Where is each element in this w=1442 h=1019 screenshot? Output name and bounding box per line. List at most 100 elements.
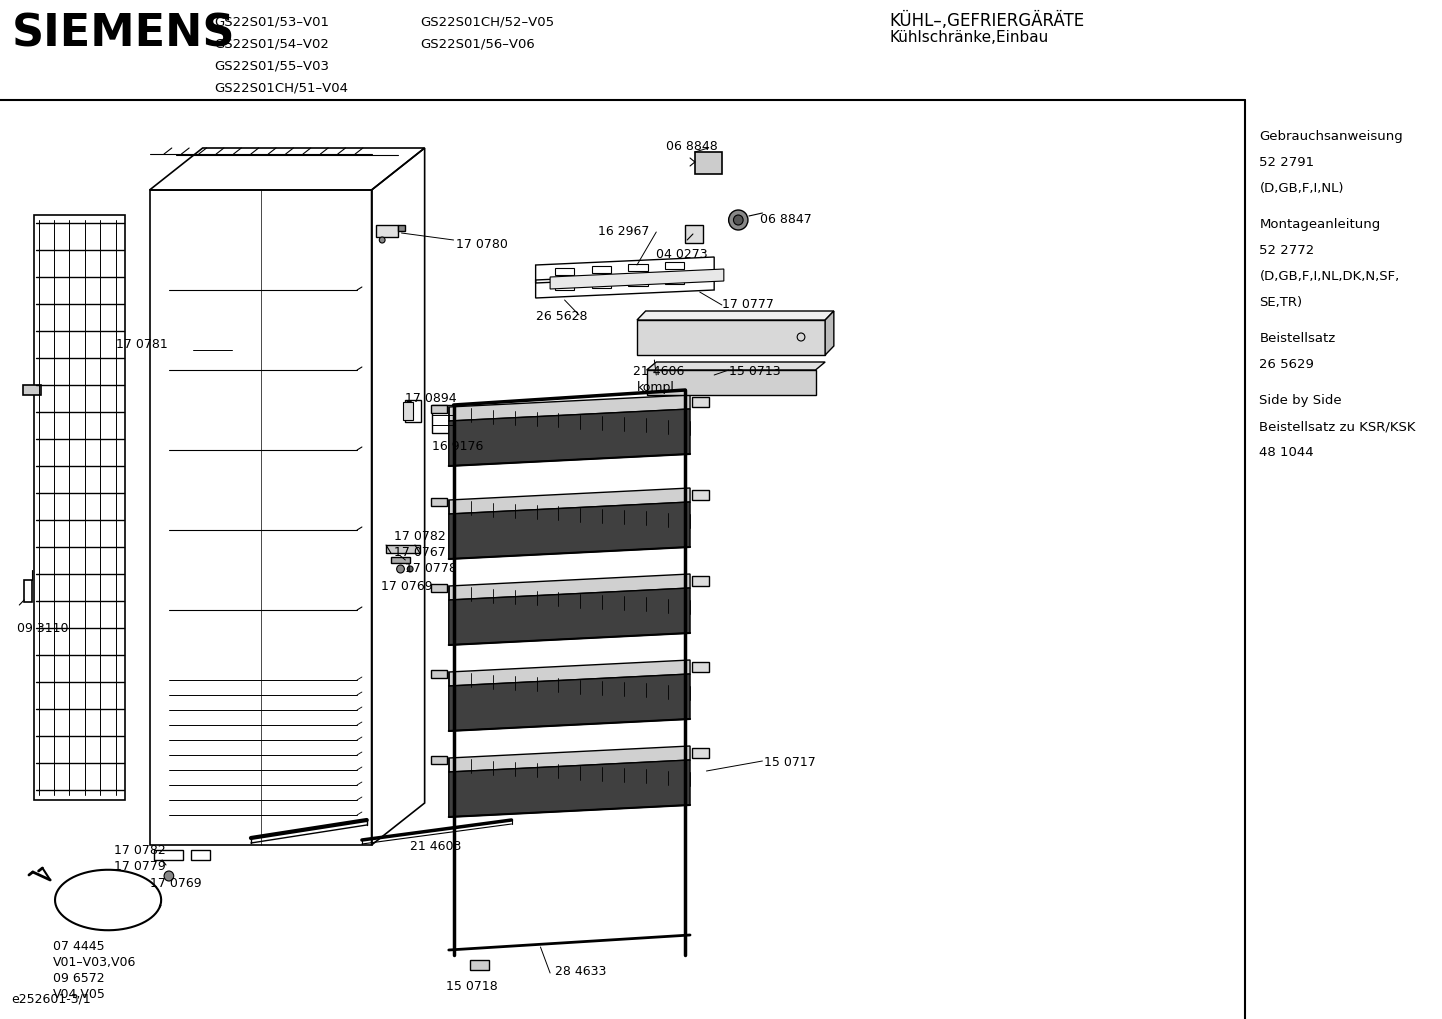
Bar (431, 498, 447, 506)
Text: 15 0717: 15 0717 (764, 756, 816, 769)
Text: GS22S01/53–V01: GS22S01/53–V01 (215, 15, 329, 28)
Text: GS22S01/55–V03: GS22S01/55–V03 (215, 59, 329, 72)
Bar (404, 403, 412, 420)
Text: 17 0769: 17 0769 (150, 877, 202, 890)
Text: e252601-3/1: e252601-3/1 (12, 993, 91, 1005)
Text: 17 0779: 17 0779 (114, 860, 166, 873)
Bar (692, 748, 709, 758)
Bar (431, 671, 447, 678)
Text: 17 0782: 17 0782 (114, 844, 166, 857)
Bar (431, 756, 447, 764)
Bar (692, 576, 709, 586)
Text: Beistellsatz: Beistellsatz (1259, 332, 1335, 345)
Text: GS22S01/54–V02: GS22S01/54–V02 (215, 37, 329, 50)
Text: 17 0767: 17 0767 (394, 546, 446, 559)
Text: 17 0769: 17 0769 (381, 580, 433, 593)
Bar (692, 490, 709, 500)
Bar (695, 152, 722, 174)
Bar (591, 281, 611, 288)
Polygon shape (448, 409, 691, 466)
Bar (665, 277, 685, 284)
Text: kompl.: kompl. (637, 381, 679, 394)
Bar (154, 850, 183, 860)
Bar (692, 397, 709, 407)
Polygon shape (448, 574, 691, 600)
Text: 26 5628: 26 5628 (535, 310, 587, 323)
Text: 16 2967: 16 2967 (598, 225, 650, 238)
Text: 17 0778: 17 0778 (405, 562, 457, 575)
Text: 15 0713: 15 0713 (728, 365, 780, 378)
Text: 16 9176: 16 9176 (433, 440, 483, 453)
Polygon shape (448, 502, 691, 559)
Text: 06 8848: 06 8848 (666, 140, 718, 153)
Circle shape (164, 871, 173, 881)
Text: 17 0780: 17 0780 (456, 238, 508, 251)
Polygon shape (825, 311, 833, 355)
Bar (391, 557, 410, 564)
Text: (D,GB,F,I,NL): (D,GB,F,I,NL) (1259, 182, 1344, 195)
Polygon shape (637, 311, 833, 320)
Text: 17 0777: 17 0777 (722, 298, 774, 311)
Text: SE,TR): SE,TR) (1259, 296, 1302, 309)
Bar (685, 225, 702, 243)
Polygon shape (448, 395, 691, 421)
Text: 52 2772: 52 2772 (1259, 244, 1315, 257)
Text: GS22S01/56–V06: GS22S01/56–V06 (420, 37, 535, 50)
Circle shape (407, 566, 412, 572)
Polygon shape (448, 760, 691, 817)
Text: 15 0718: 15 0718 (446, 980, 497, 993)
Text: 48 1044: 48 1044 (1259, 446, 1314, 459)
Text: 21 4606: 21 4606 (633, 365, 685, 378)
Bar (591, 266, 611, 273)
Bar (23, 385, 40, 395)
Text: 09 6572: 09 6572 (53, 972, 105, 985)
Bar (555, 283, 574, 290)
Text: V01–V03,V06: V01–V03,V06 (53, 956, 137, 969)
Bar (376, 225, 398, 237)
Text: 21 4603: 21 4603 (410, 840, 461, 853)
Circle shape (379, 237, 385, 243)
Text: 06 8847: 06 8847 (760, 213, 812, 226)
Bar (692, 662, 709, 672)
Bar (433, 405, 454, 433)
Text: 09 3110: 09 3110 (17, 622, 69, 635)
Bar (192, 850, 211, 860)
Polygon shape (646, 370, 816, 395)
Polygon shape (448, 588, 691, 645)
Bar (25, 580, 32, 602)
Polygon shape (549, 269, 724, 289)
Bar (33, 215, 125, 800)
Text: Gebrauchsanweisung: Gebrauchsanweisung (1259, 130, 1403, 143)
Bar (629, 279, 647, 286)
Bar (665, 262, 685, 269)
Text: KÜHL–,GEFRIERGÄRÄTE: KÜHL–,GEFRIERGÄRÄTE (890, 12, 1084, 31)
Circle shape (397, 565, 404, 573)
Polygon shape (448, 488, 691, 514)
Text: GS22S01CH/51–V04: GS22S01CH/51–V04 (215, 81, 349, 94)
Bar (386, 545, 420, 553)
Text: Montageanleitung: Montageanleitung (1259, 218, 1380, 231)
Text: 28 4633: 28 4633 (555, 965, 606, 978)
Text: 26 5629: 26 5629 (1259, 358, 1314, 371)
Text: 17 0782: 17 0782 (394, 530, 446, 543)
Text: 04 0273: 04 0273 (656, 248, 708, 261)
Text: 17 0781: 17 0781 (115, 338, 167, 351)
Bar (431, 584, 447, 592)
Polygon shape (637, 320, 825, 355)
Text: GS22S01CH/52–V05: GS22S01CH/52–V05 (420, 15, 554, 28)
Text: 07 4445: 07 4445 (53, 940, 105, 953)
Polygon shape (448, 660, 691, 686)
Text: (D,GB,F,I,NL,DK,N,SF,: (D,GB,F,I,NL,DK,N,SF, (1259, 270, 1400, 283)
Circle shape (728, 210, 748, 230)
Bar (555, 268, 574, 275)
Bar (431, 405, 447, 413)
Text: 52 2791: 52 2791 (1259, 156, 1315, 169)
Bar (629, 264, 647, 271)
Bar (405, 400, 421, 422)
Circle shape (734, 215, 743, 225)
Text: Kühlschränke,Einbau: Kühlschränke,Einbau (890, 30, 1050, 45)
Text: SIEMENS: SIEMENS (12, 12, 235, 55)
Polygon shape (448, 674, 691, 731)
Bar (398, 225, 405, 231)
Text: V04,V05: V04,V05 (53, 988, 105, 1001)
